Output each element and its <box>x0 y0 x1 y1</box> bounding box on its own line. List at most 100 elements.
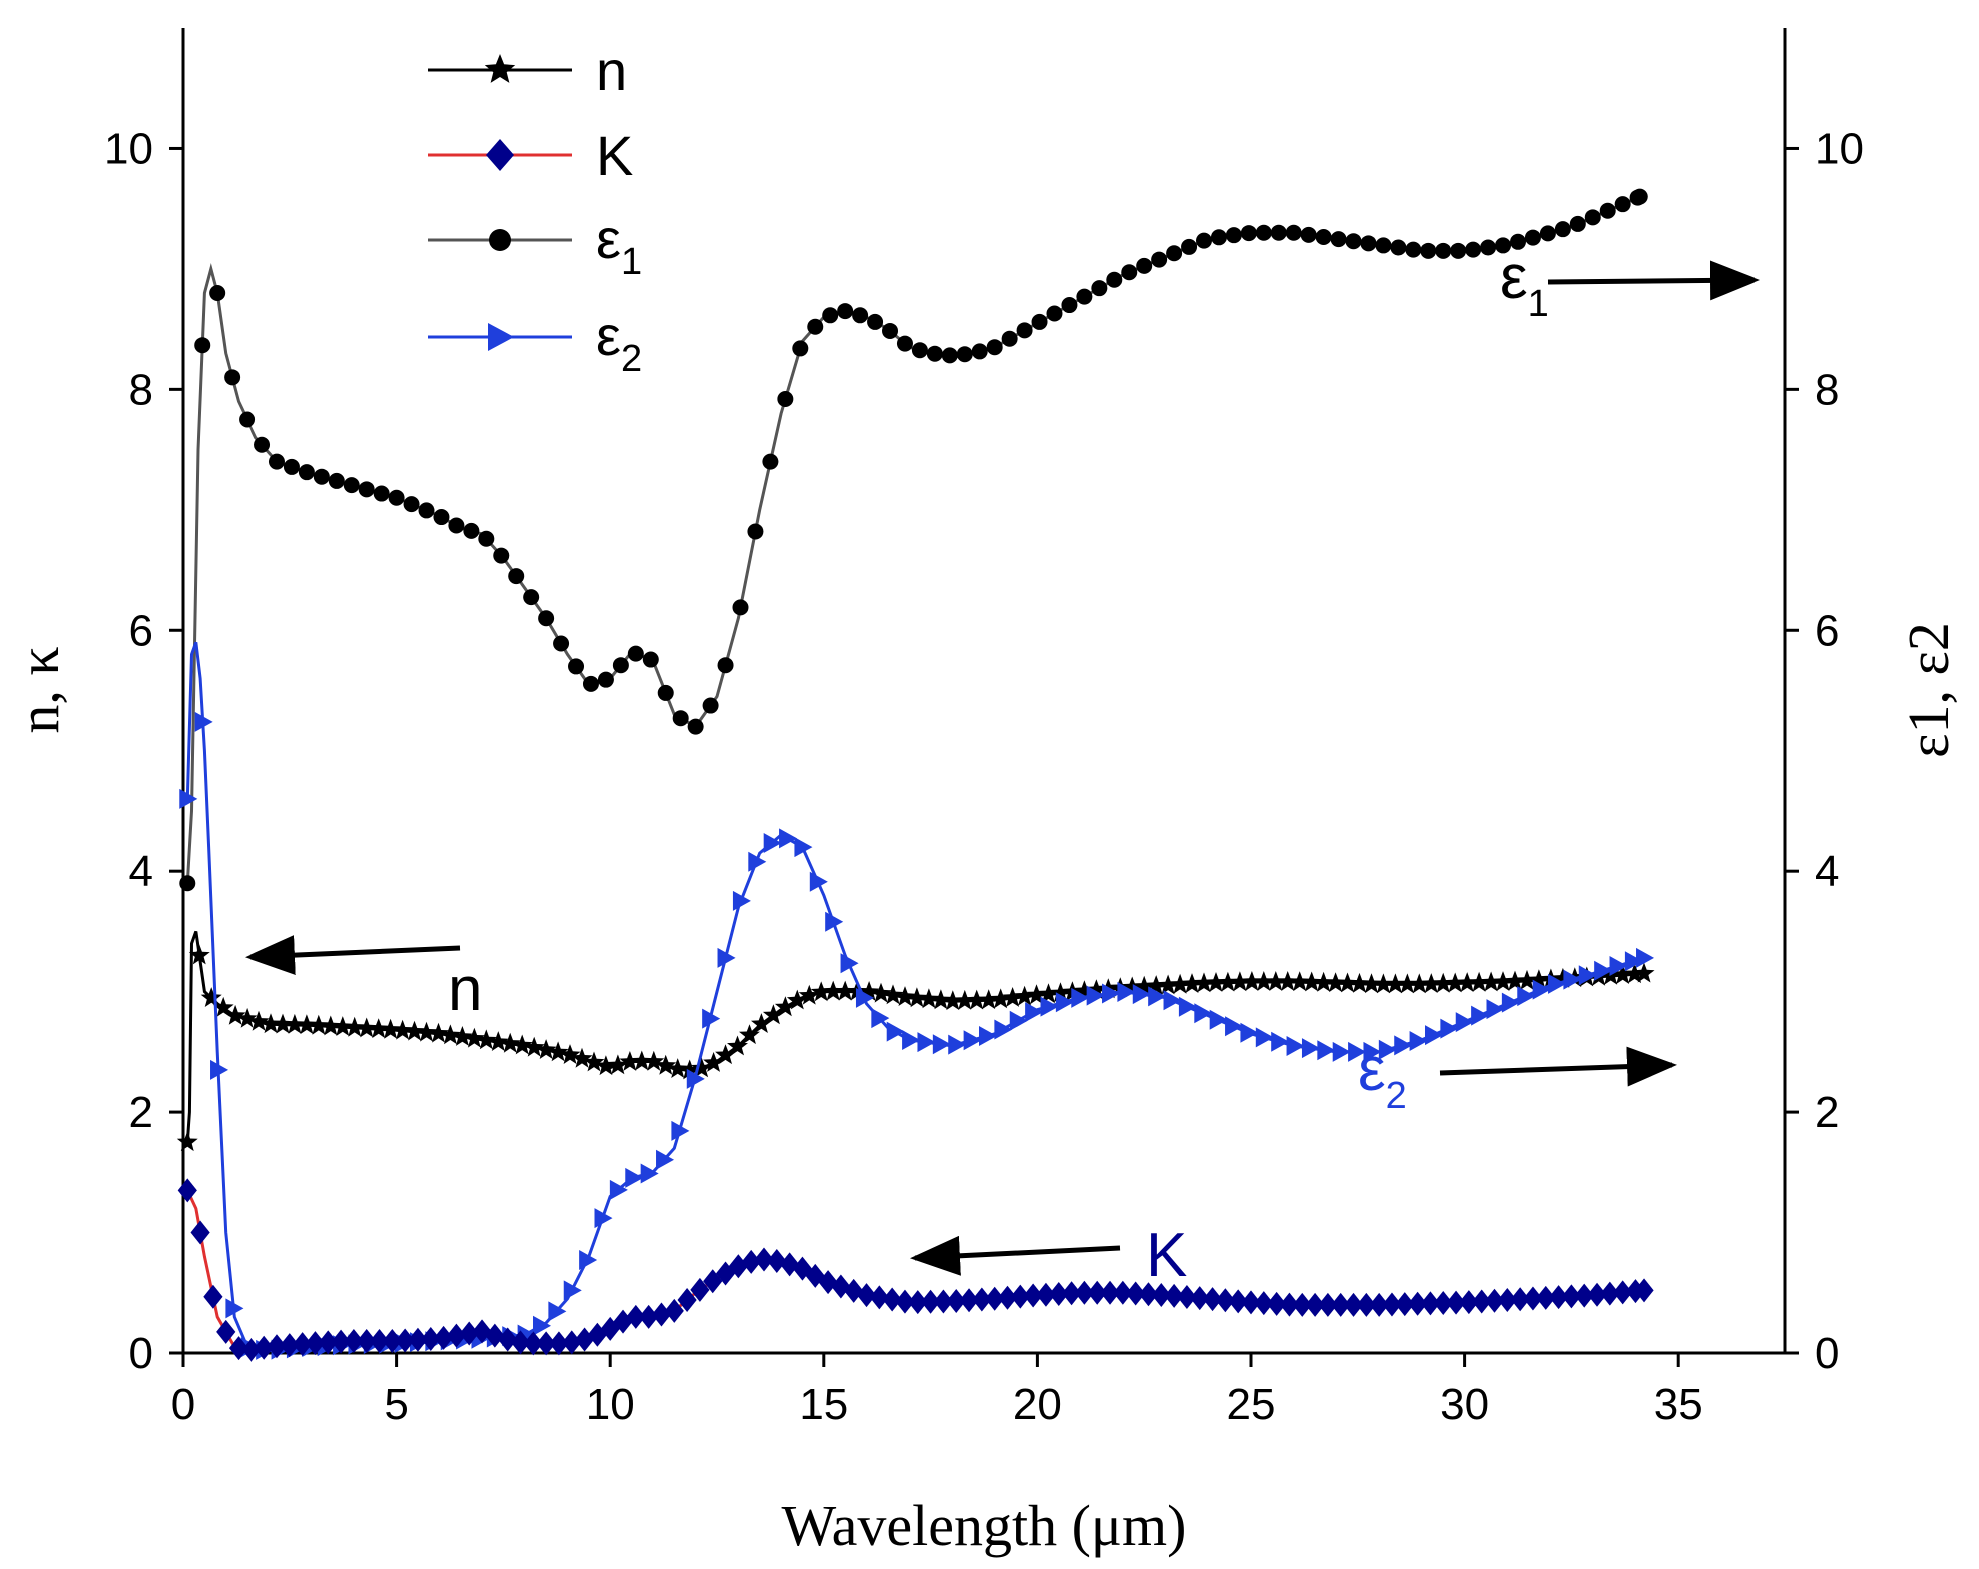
data-point <box>1554 221 1571 238</box>
data-point <box>433 509 450 526</box>
data-point <box>1132 984 1151 1005</box>
data-point <box>1136 257 1153 274</box>
axis-ticks <box>169 146 1799 1367</box>
data-point <box>640 1163 659 1184</box>
data-point <box>1408 1291 1428 1316</box>
data-point <box>1046 305 1063 322</box>
data-point <box>1196 232 1213 249</box>
data-point <box>754 1247 774 1272</box>
legend-eps2-sub: 2 <box>621 338 642 380</box>
data-point <box>1040 996 1059 1017</box>
data-point <box>639 1304 659 1329</box>
data-point <box>1636 947 1655 968</box>
data-point <box>280 1333 300 1358</box>
data-point <box>739 1024 760 1045</box>
x-tick-label: 10 <box>586 1380 635 1429</box>
annotation-eps2: ε2 <box>1358 1035 1677 1117</box>
data-point <box>587 1322 607 1347</box>
data-point <box>1584 209 1601 226</box>
data-point <box>380 1018 402 1039</box>
x-tick-label: 0 <box>171 1380 195 1429</box>
data-point <box>1050 982 1071 1003</box>
data-point <box>941 347 958 364</box>
data-point <box>1313 971 1335 992</box>
data-point <box>777 391 794 407</box>
data-point <box>1624 963 1646 984</box>
data-point <box>895 1289 915 1314</box>
data-point <box>794 837 813 858</box>
data-point <box>571 1047 593 1068</box>
data-point <box>267 1334 287 1359</box>
legend-label-eps1: ε1 <box>596 207 642 283</box>
data-point <box>1023 1283 1043 1308</box>
data-point <box>963 1030 982 1051</box>
data-point <box>1178 996 1197 1017</box>
data-point <box>1010 1284 1030 1309</box>
data-point <box>472 1319 492 1344</box>
data-point <box>1289 971 1311 992</box>
data-point <box>523 1036 545 1057</box>
data-point <box>798 984 820 1005</box>
y-tick-label-right: 6 <box>1815 606 1839 655</box>
data-point <box>1561 1284 1581 1309</box>
data-point <box>357 1328 377 1353</box>
data-point <box>1202 1287 1223 1312</box>
data-point <box>717 657 734 674</box>
data-point <box>1225 1016 1244 1037</box>
data-point <box>1420 973 1442 993</box>
data-point <box>408 1327 428 1352</box>
data-point <box>583 1051 605 1072</box>
data-point <box>728 1254 748 1279</box>
data-point <box>1267 1291 1287 1316</box>
y-tick-label-left: 2 <box>129 1088 153 1137</box>
data-point <box>203 1284 223 1309</box>
data-point <box>548 1301 567 1322</box>
data-point <box>582 675 599 692</box>
data-point <box>1121 264 1138 281</box>
data-point <box>236 1007 258 1028</box>
data-point <box>1459 1290 1479 1315</box>
data-point <box>672 710 689 727</box>
data-point <box>1375 237 1392 254</box>
data-point <box>499 1032 521 1053</box>
data-point <box>1356 1292 1376 1317</box>
data-point <box>1536 1285 1556 1310</box>
y-tick-label-right: 2 <box>1815 1088 1839 1137</box>
data-point <box>1528 969 1550 990</box>
data-point <box>1074 1280 1094 1305</box>
legend-eps1-sub: 1 <box>621 241 642 283</box>
data-point <box>840 953 859 974</box>
legend-item-k: K <box>428 124 633 187</box>
data-point <box>536 1331 556 1356</box>
data-point <box>1433 1291 1453 1316</box>
data-point <box>1360 235 1377 252</box>
data-point <box>917 1032 936 1053</box>
x-tick-label: 25 <box>1227 1380 1276 1429</box>
data-point <box>373 485 390 502</box>
data-point <box>985 1286 1005 1311</box>
data-point <box>852 307 869 324</box>
data-point <box>732 599 749 616</box>
data-point <box>767 1248 787 1273</box>
data-point <box>209 285 226 301</box>
data-point <box>1468 971 1490 992</box>
data-point <box>210 1059 229 1080</box>
data-point <box>446 1323 467 1348</box>
data-point <box>1486 999 1505 1020</box>
data-point <box>1163 990 1182 1011</box>
data-point <box>239 411 256 428</box>
data-point <box>595 1055 617 1076</box>
data-point <box>643 1050 665 1071</box>
data-point <box>1117 981 1136 1002</box>
data-point <box>1631 188 1648 205</box>
data-point <box>1539 225 1556 242</box>
data-point <box>1300 226 1317 243</box>
data-point <box>1594 960 1613 981</box>
data-point <box>715 1044 736 1065</box>
data-point <box>741 1249 761 1274</box>
data-point <box>1315 228 1332 245</box>
data-point <box>762 1004 784 1025</box>
data-point <box>702 1008 721 1029</box>
annotation-n: n <box>245 935 482 1024</box>
data-point <box>779 828 798 849</box>
